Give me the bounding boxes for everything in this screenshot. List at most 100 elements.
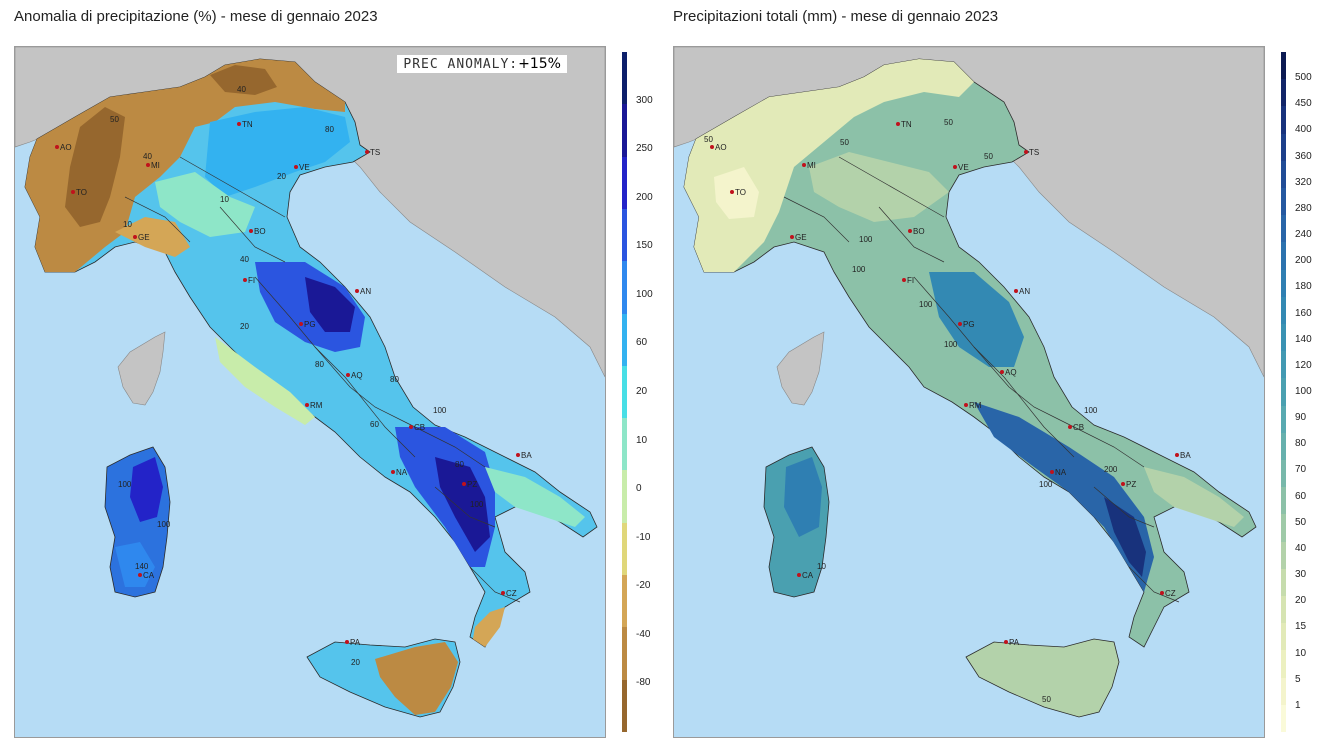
colorbar-band [1281,160,1286,189]
colorbar-band [1281,324,1286,352]
colorbar-label: 70 [1295,464,1307,476]
colorbar-band [1281,514,1286,543]
city-fi: FI [243,276,255,285]
light-zone-puglia [485,467,585,527]
city-ca: CA [797,571,814,580]
colorbar-label: 140 [1295,333,1312,345]
city-cb: CB [409,423,425,432]
svg-text:TN: TN [242,120,253,129]
contour-label: 100 [852,265,866,274]
colorbar-band [1281,215,1286,243]
colorbar-band [622,365,627,419]
contour-label: 20 [277,172,286,181]
svg-text:TO: TO [735,188,746,197]
right-map-title: Precipitazioni totali (mm) - mese di gen… [673,8,999,25]
svg-text:PA: PA [1009,638,1020,647]
colorbar-label: 200 [1295,255,1312,267]
colorbar-label: -40 [636,628,651,640]
svg-text:CA: CA [802,571,814,580]
city-an: AN [1014,287,1030,296]
very-dry-zone-piedmont [65,107,125,227]
contour-label: 100 [470,500,484,509]
colorbar-band [622,156,627,210]
colorbar-label: 450 [1295,98,1312,110]
colorbar-label: 360 [1295,150,1312,162]
colorbar-band [1281,568,1286,597]
contour-label: 50 [704,135,713,144]
colorbar-label: 280 [1295,202,1312,214]
svg-text:PZ: PZ [1126,480,1136,489]
colorbar-label: 20 [636,386,648,397]
city-ve: VE [953,163,969,172]
colorbar-label: 90 [1295,412,1307,424]
colorbar-band [622,522,627,576]
colorbar-band [1281,704,1286,733]
colorbar-band [622,104,627,158]
svg-text:AQ: AQ [1005,368,1017,377]
moderate-zone-po-valley [809,152,949,222]
contour-label: 100 [944,340,958,349]
city-tn: TN [896,120,912,129]
svg-text:NA: NA [1055,468,1067,477]
dry-zone-northwest [684,59,974,272]
contour-label: 20 [240,322,249,331]
colorbar-band [622,52,627,105]
colorbar-label: 10 [1295,647,1307,659]
very-dry-zone-piedmont [714,167,759,219]
anomaly-map-canvas: AO TO MI GE TN VE TS BO FI AN PG AQ RM C… [15,47,605,718]
svg-text:RM: RM [969,401,982,410]
contour-label: 100 [1084,406,1098,415]
city-pg: PG [958,320,975,329]
contour-label: 140 [135,562,149,571]
colorbar-band [1281,242,1286,271]
svg-text:RM: RM [310,401,323,410]
contour-label: 50 [1042,695,1051,704]
contour-label: 100 [118,480,132,489]
prec-anomaly-box: PREC ANOMALY:+15% [397,55,567,73]
colorbar-label: 1 [1295,699,1301,711]
colorbar-label: -80 [636,677,651,689]
wet-zone-apennines [929,272,1024,367]
contour-label: 10 [123,220,132,229]
dry-zone-liguria [115,217,190,257]
svg-text:CZ: CZ [1165,589,1176,598]
contour-label: 40 [143,152,152,161]
contour-label: 60 [370,420,379,429]
city-aq: AQ [346,371,363,380]
light-zone-po-valley [155,172,255,237]
colorbar-label: 10 [636,434,648,446]
colorbar-band [1281,106,1286,135]
colorbar-band [1281,133,1286,162]
svg-text:AN: AN [360,287,371,296]
svg-text:TO: TO [76,188,87,197]
svg-text:FI: FI [248,276,255,285]
city-bo: BO [908,227,925,236]
city-rm: RM [964,401,982,410]
city-cb: CB [1068,423,1084,432]
colorbar-band [1281,269,1286,298]
svg-text:PG: PG [963,320,975,329]
svg-text:BA: BA [521,451,532,460]
city-ba: BA [1175,451,1191,460]
city-ca: CA [138,571,155,580]
city-tn: TN [237,120,253,129]
wet-zone-sardinia [784,457,822,537]
svg-text:MI: MI [807,161,816,170]
contour-label: 100 [433,406,447,415]
left-map-title: Anomalia di precipitazione (%) - mese di… [14,8,378,25]
svg-text:PG: PG [304,320,316,329]
svg-text:BO: BO [254,227,266,236]
city-ge: GE [133,233,150,242]
svg-text:TS: TS [1029,148,1039,157]
colorbar-label: 50 [1295,516,1307,528]
colorbar-band [1281,596,1286,624]
contour-label: 10 [817,562,826,571]
colorbar-label: 20 [1295,595,1307,607]
contour-label: 10 [220,195,229,204]
city-ba: BA [516,451,532,460]
svg-text:NA: NA [396,468,408,477]
colorbar-band [1281,677,1286,706]
colorbar-label: 250 [636,143,653,155]
total-precipitation-map-canvas: AO TO MI GE TN VE TS BO FI AN PG AQ RM C… [674,47,1264,718]
colorbar-label: 200 [636,191,653,203]
